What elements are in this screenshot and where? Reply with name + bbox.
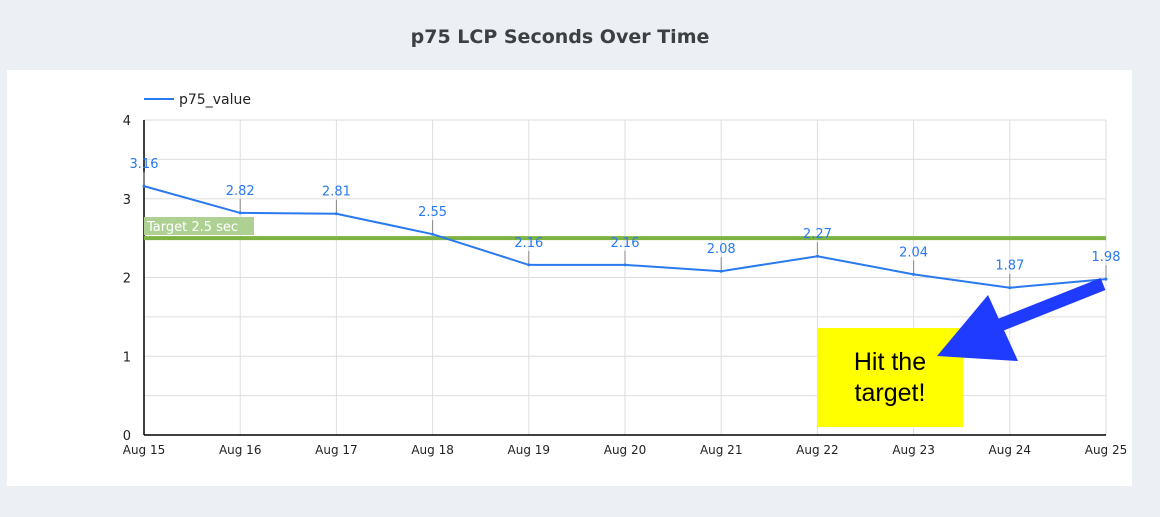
x-tick-label: Aug 21 bbox=[700, 443, 743, 457]
target-label-bg bbox=[144, 217, 254, 235]
x-tick-label: Aug 25 bbox=[1085, 443, 1128, 457]
legend-label: p75_value bbox=[179, 92, 251, 108]
x-tick-label: Aug 20 bbox=[604, 443, 647, 457]
data-point bbox=[334, 212, 338, 216]
data-label: 1.87 bbox=[995, 259, 1024, 274]
target-label: Target 2.5 sec bbox=[146, 220, 238, 235]
y-tick-label: 3 bbox=[123, 193, 131, 208]
x-tick-label: Aug 22 bbox=[796, 443, 839, 457]
data-point bbox=[623, 263, 627, 267]
annotation-line1: Hit the bbox=[853, 347, 927, 376]
chart-title: p75 LCP Seconds Over Time bbox=[410, 26, 710, 48]
data-label: 2.08 bbox=[707, 242, 736, 257]
data-label: 1.98 bbox=[1092, 250, 1121, 265]
y-tick-label: 1 bbox=[123, 350, 131, 365]
data-label: 2.16 bbox=[514, 236, 543, 251]
data-point bbox=[142, 184, 146, 188]
data-point bbox=[527, 263, 531, 267]
y-tick-label: 2 bbox=[123, 272, 131, 287]
data-label: 2.16 bbox=[611, 236, 640, 251]
y-tick-label: 4 bbox=[123, 114, 131, 129]
data-point bbox=[912, 272, 916, 276]
data-label: 3.16 bbox=[130, 157, 159, 172]
data-point bbox=[431, 232, 435, 236]
x-tick-label: Aug 15 bbox=[123, 443, 166, 457]
data-point bbox=[1104, 277, 1108, 281]
data-label: 2.04 bbox=[899, 245, 928, 260]
x-tick-label: Aug 19 bbox=[508, 443, 551, 457]
y-tick-label: 0 bbox=[123, 429, 131, 444]
data-label: 2.82 bbox=[226, 184, 255, 199]
data-label: 2.55 bbox=[418, 205, 447, 220]
data-point bbox=[238, 211, 242, 215]
x-tick-label: Aug 16 bbox=[219, 443, 262, 457]
data-label: 2.27 bbox=[803, 227, 832, 242]
x-tick-label: Aug 23 bbox=[892, 443, 935, 457]
data-point bbox=[719, 269, 723, 273]
x-tick-label: Aug 18 bbox=[411, 443, 454, 457]
data-point bbox=[1008, 286, 1012, 290]
annotation-note: Hit the target! bbox=[817, 328, 963, 427]
data-label: 2.81 bbox=[322, 185, 351, 200]
annotation-line2: target! bbox=[854, 378, 926, 407]
x-tick-label: Aug 24 bbox=[989, 443, 1032, 457]
x-tick-label: Aug 17 bbox=[315, 443, 358, 457]
data-point bbox=[815, 254, 819, 258]
